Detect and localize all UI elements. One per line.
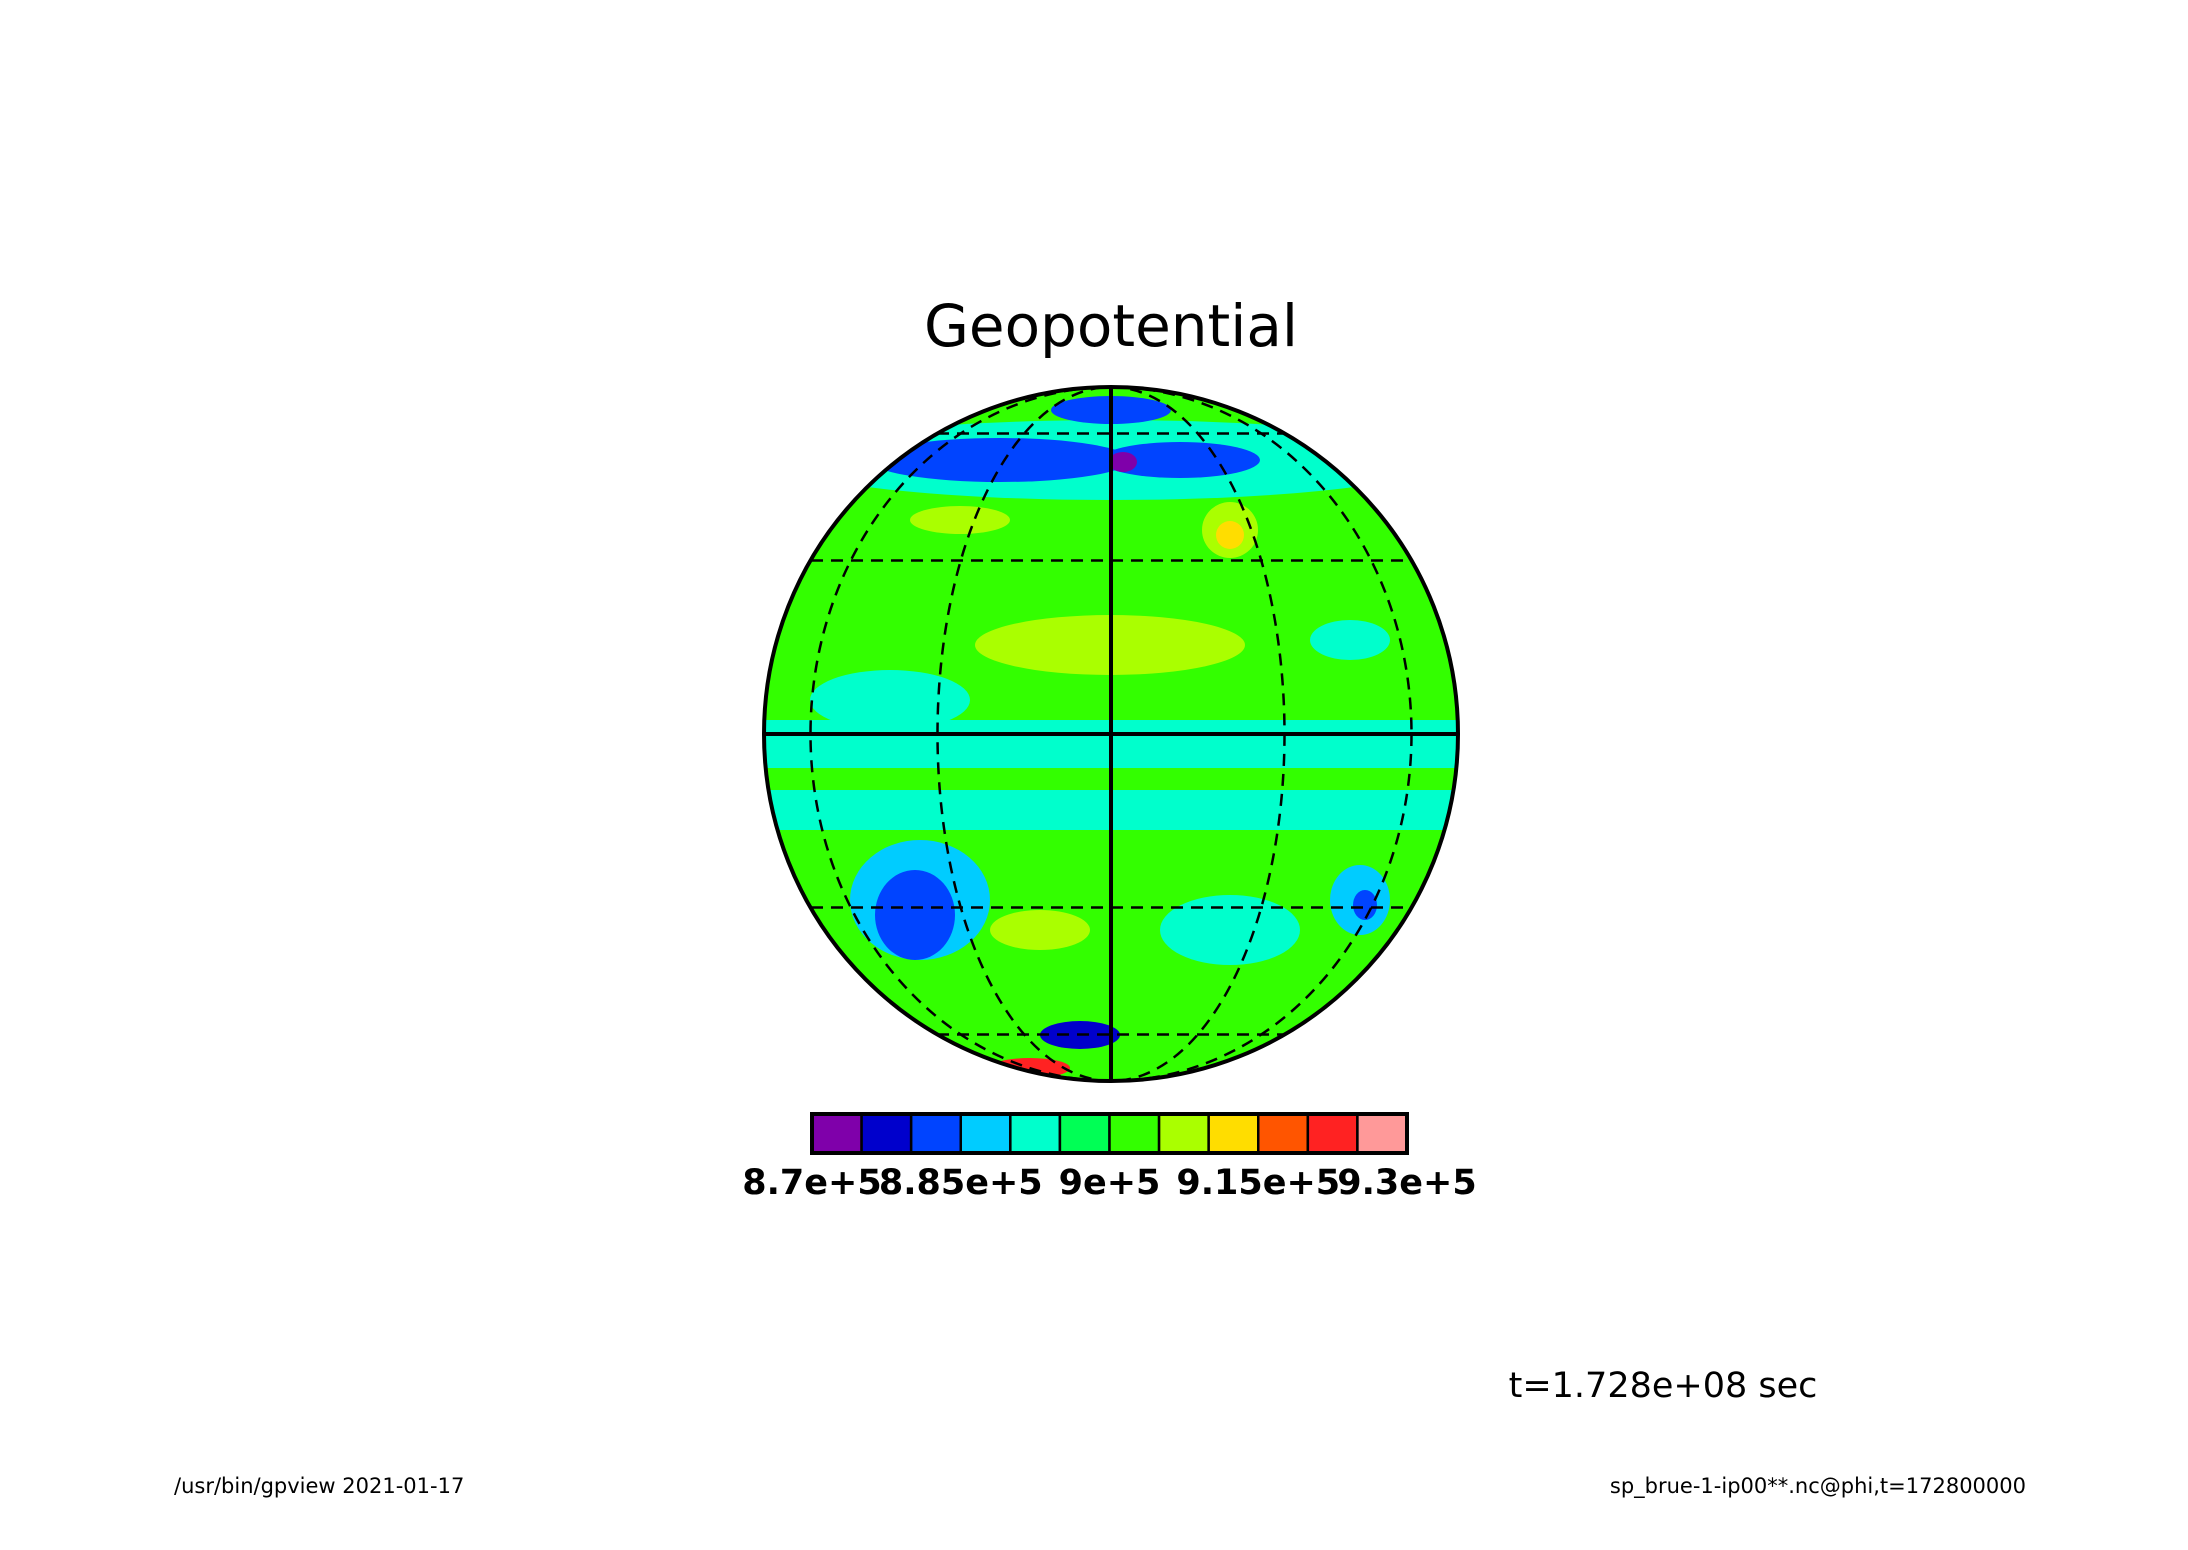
footer-left: /usr/bin/gpview 2021-01-17 (174, 1474, 464, 1498)
colorbar-cell (959, 1112, 1012, 1155)
colorbar-cell (1157, 1112, 1210, 1155)
field-blob (1109, 452, 1137, 472)
colorbar-tick-label: 8.7e+5 (742, 1163, 881, 1203)
field-blob (1160, 895, 1300, 965)
colorbar-cell (1108, 1112, 1161, 1155)
footer-right: sp_brue-1-ip00**.nc@phi,t=172800000 (1610, 1474, 2026, 1499)
graticule-main (764, 387, 1458, 1081)
colorbar-cell (860, 1112, 913, 1155)
colorbar-tick-label: 9.15e+5 (1176, 1163, 1340, 1203)
colorbar-tick-label: 9.3e+5 (1337, 1163, 1476, 1203)
chart-title: Geopotential (924, 292, 1298, 360)
colorbar-cell (1306, 1112, 1359, 1155)
field-blob (875, 870, 955, 960)
colorbar-cell (1009, 1112, 1062, 1155)
colorbar-cell (810, 1112, 863, 1155)
colorbar-cell (1257, 1112, 1310, 1155)
field-blob (1100, 442, 1260, 478)
globe-outline (762, 385, 1460, 1083)
field-blob (1310, 620, 1390, 660)
field-blob (1353, 890, 1377, 920)
colorbar-cell (1058, 1112, 1111, 1155)
colorbar-cell (1207, 1112, 1260, 1155)
field-blob (810, 670, 970, 730)
colorbar-frame (810, 1112, 1409, 1155)
field-blob (1216, 521, 1244, 549)
colorbar-cell (1356, 1112, 1409, 1155)
time-annotation: t=1.728e+08 sec (1509, 1366, 1818, 1406)
field-blob (910, 506, 1010, 534)
colorbar: 8.7e+58.85e+5 9e+5 9.15e+59.3e+5 (742, 1112, 1477, 1203)
colorbar-tick-label: 8.85e+5 (879, 1163, 1043, 1203)
colorbar-cell (909, 1112, 963, 1155)
field-blob (990, 910, 1090, 950)
field-blob (870, 438, 1130, 482)
colorbar-tick-label: 9e+5 (1059, 1163, 1161, 1203)
